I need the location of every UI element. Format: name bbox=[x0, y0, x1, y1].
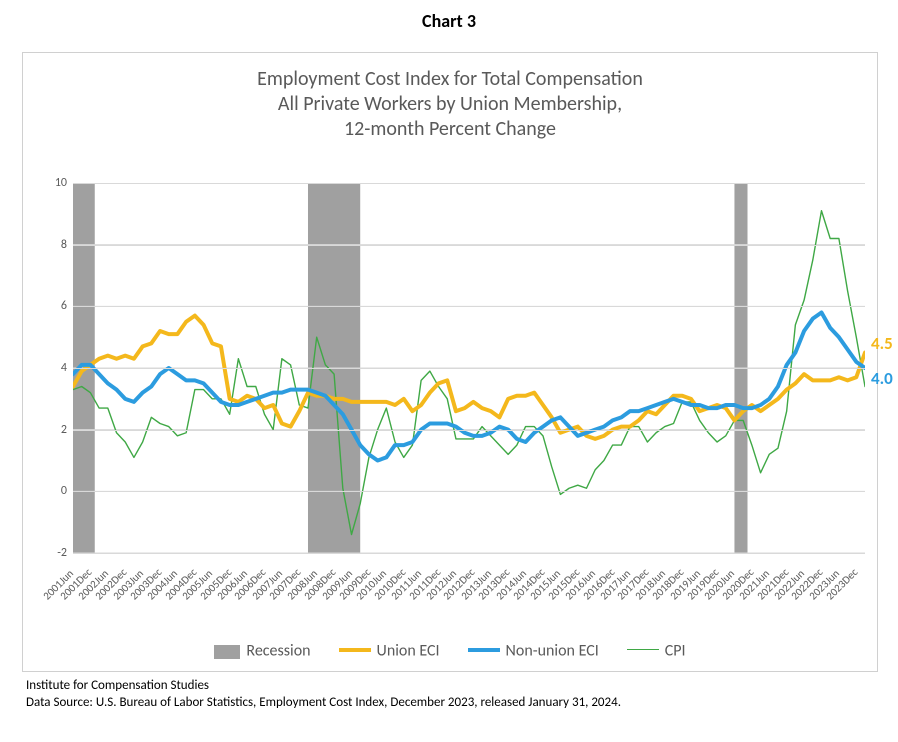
x-axis-labels: 2001Jun2001Dec2002Jun2002Dec2003Jun2003D… bbox=[73, 558, 865, 628]
legend-line-icon bbox=[468, 648, 500, 652]
series-end-label: 4.5 bbox=[871, 333, 893, 354]
chart-box: Employment Cost Index for Total Compensa… bbox=[22, 52, 878, 672]
chart-number-label: Chart 3 bbox=[0, 0, 898, 32]
footer: Institute for Compensation Studies Data … bbox=[26, 678, 621, 712]
legend-item: CPI bbox=[627, 641, 686, 661]
footer-line-1: Institute for Compensation Studies bbox=[26, 678, 621, 695]
legend-line-icon bbox=[339, 648, 371, 652]
title-line-3: 12-month Percent Change bbox=[23, 117, 877, 142]
legend-line-icon bbox=[627, 649, 659, 650]
gridline bbox=[73, 368, 865, 369]
chart-container: Chart 3 Employment Cost Index for Total … bbox=[0, 0, 898, 742]
footer-line-2: Data Source: U.S. Bureau of Labor Statis… bbox=[26, 695, 621, 712]
legend-box-icon bbox=[214, 645, 240, 659]
legend-label: CPI bbox=[665, 642, 686, 661]
title-line-2: All Private Workers by Union Membership, bbox=[23, 92, 877, 117]
gridline bbox=[73, 491, 865, 492]
gridline bbox=[73, 245, 865, 246]
legend-item: Non-union ECI bbox=[468, 641, 599, 661]
series-end-label: 4.0 bbox=[871, 368, 893, 389]
y-tick-label: 6 bbox=[43, 299, 67, 313]
plot-area: 4.54.0 -20246810 bbox=[73, 183, 865, 553]
gridline bbox=[73, 306, 865, 307]
legend-label: Union ECI bbox=[377, 642, 440, 661]
y-tick-label: 8 bbox=[43, 238, 67, 252]
legend: Recession Union ECI Non-union ECI CPI bbox=[23, 641, 877, 661]
legend-label: Recession bbox=[246, 642, 310, 661]
legend-item: Union ECI bbox=[339, 641, 440, 661]
y-tick-label: 4 bbox=[43, 361, 67, 375]
y-tick-label: -2 bbox=[43, 546, 67, 560]
y-tick-label: 10 bbox=[43, 176, 67, 190]
gridline bbox=[73, 553, 865, 554]
gridline bbox=[73, 430, 865, 431]
y-tick-label: 0 bbox=[43, 484, 67, 498]
title-line-1: Employment Cost Index for Total Compensa… bbox=[23, 67, 877, 92]
gridline bbox=[73, 183, 865, 184]
chart-title: Employment Cost Index for Total Compensa… bbox=[23, 53, 877, 142]
legend-label: Non-union ECI bbox=[506, 642, 599, 661]
legend-item: Recession bbox=[214, 641, 310, 661]
y-tick-label: 2 bbox=[43, 423, 67, 437]
